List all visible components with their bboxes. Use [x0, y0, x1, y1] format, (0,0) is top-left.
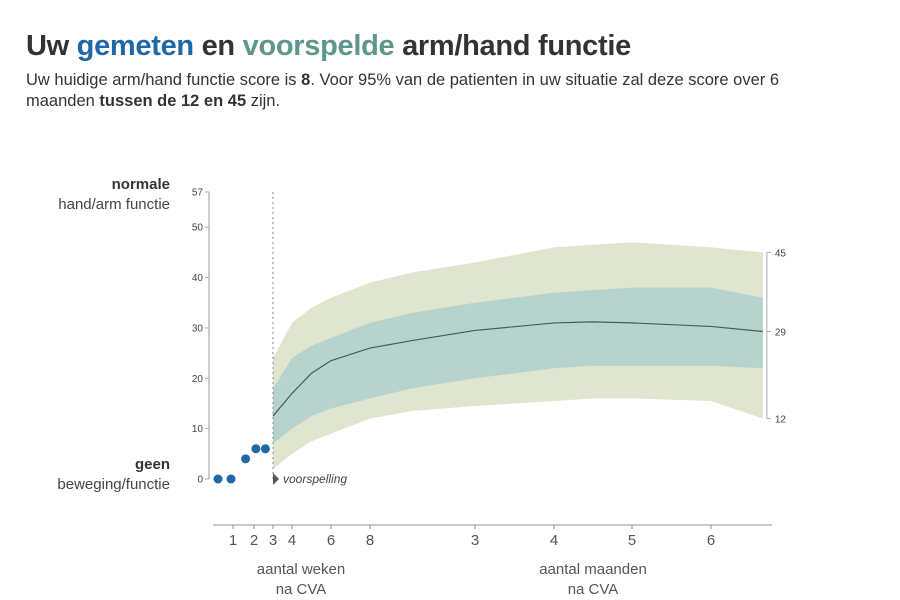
inner-confidence-band [273, 287, 763, 444]
subtitle-text: zijn. [246, 92, 281, 110]
x-axis-label: na CVA [568, 581, 619, 598]
measured-point [251, 444, 261, 454]
y-tick-label: 30 [192, 323, 204, 334]
x-tick-label: 1 [229, 532, 237, 549]
x-tick-label: 2 [250, 532, 258, 549]
prediction-marker-label: voorspelling [283, 472, 347, 486]
title-part: arm/hand functie [394, 30, 631, 62]
x-tick-label: 6 [707, 532, 715, 549]
y-top-label-bold: normale [112, 176, 170, 193]
x-tick-label: 4 [550, 532, 558, 549]
title-predicted: voorspelde [242, 30, 395, 62]
measured-point [260, 444, 270, 454]
y-tick-label: 57 [192, 188, 204, 199]
title-part: Uw [26, 30, 77, 62]
x-axis-label: aantal weken [257, 561, 345, 578]
x-tick-label: 3 [269, 532, 277, 549]
subtitle: Uw huidige arm/hand functie score is 8. … [26, 70, 846, 112]
y-tick-label: 0 [197, 475, 203, 486]
range-label: 45 [775, 248, 787, 259]
title-measured: gemeten [76, 30, 194, 62]
x-tick-label: 4 [288, 532, 296, 549]
range-label: 12 [775, 415, 787, 426]
subtitle-text: . Voor 95% van de patienten in uw situat… [26, 71, 780, 110]
x-tick-label: 3 [471, 532, 479, 549]
x-tick-label: 5 [628, 532, 636, 549]
median-prediction-line [272, 321, 763, 417]
predicted-range: tussen de 12 en 45 [99, 92, 247, 110]
y-tick-label: 50 [192, 223, 204, 234]
y-tick-label: 20 [192, 374, 204, 385]
y-tick-label: 10 [192, 424, 204, 435]
y-tick-label: 40 [192, 273, 204, 284]
y-bottom-label-bold: geen [135, 456, 170, 473]
measured-point [226, 474, 236, 484]
x-tick-label: 6 [327, 532, 335, 549]
prediction-marker-icon [273, 473, 279, 485]
current-score: 8 [301, 71, 311, 89]
subtitle-text: Uw huidige arm/hand functie score is [26, 71, 302, 89]
title-part: en [193, 30, 243, 62]
page-title: Uw gemeten en voorspelde arm/hand functi… [26, 30, 631, 63]
measured-point [241, 454, 251, 464]
y-top-label: hand/arm functie [58, 196, 170, 213]
x-tick-label: 8 [366, 532, 374, 549]
range-label: 29 [775, 327, 787, 338]
x-axis-label: aantal maanden [539, 561, 647, 578]
x-axis-label: na CVA [276, 581, 327, 598]
measured-point [213, 474, 223, 484]
y-bottom-label: beweging/functie [57, 476, 170, 493]
